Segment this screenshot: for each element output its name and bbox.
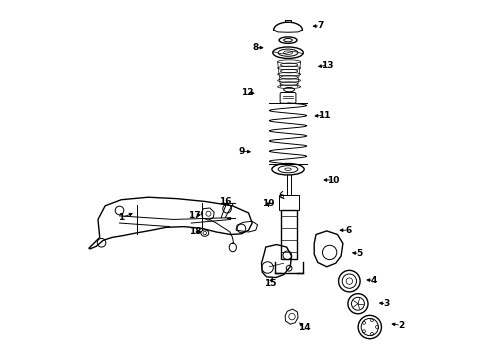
Text: 12: 12	[241, 87, 253, 96]
Text: 10: 10	[327, 176, 339, 185]
Text: 16: 16	[219, 197, 232, 206]
Text: 15: 15	[264, 279, 276, 288]
Text: 3: 3	[384, 299, 390, 308]
Text: 4: 4	[371, 276, 377, 285]
Text: 1: 1	[118, 213, 124, 222]
Text: 8: 8	[253, 43, 259, 52]
Text: 5: 5	[357, 249, 363, 258]
Text: 9: 9	[238, 147, 245, 156]
Text: 19: 19	[262, 199, 274, 208]
Text: 6: 6	[346, 226, 352, 235]
Text: 13: 13	[321, 61, 334, 70]
Bar	[281, 211, 297, 259]
Text: 18: 18	[189, 228, 201, 237]
Text: 17: 17	[189, 211, 201, 220]
Text: 11: 11	[318, 111, 330, 120]
Text: 14: 14	[298, 323, 311, 332]
Text: 2: 2	[398, 321, 404, 330]
Text: 7: 7	[317, 21, 323, 30]
Bar	[279, 195, 299, 211]
